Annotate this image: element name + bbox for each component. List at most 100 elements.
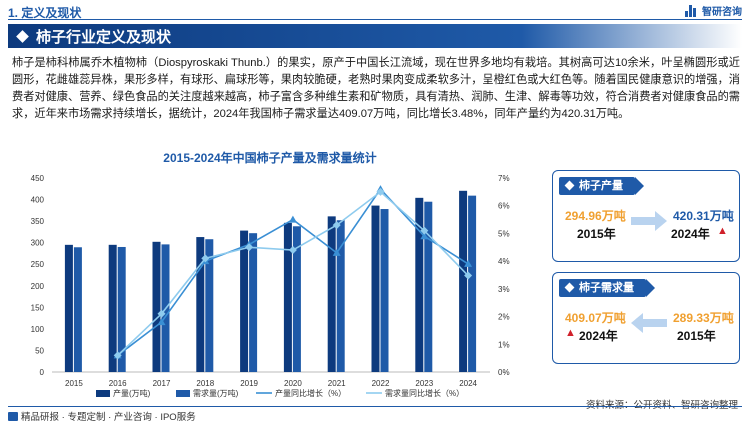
legend-label: 需求量同比增长（%） xyxy=(385,388,464,398)
y2-tick-label: 3% xyxy=(498,285,510,294)
section-label: 1. 定义及现状 xyxy=(8,6,82,20)
intro-paragraph: 柿子是柿科柿属乔木植物柿（Diospyroskaki Thunb.）的果实，原产… xyxy=(12,57,740,120)
y-tick-label: 50 xyxy=(35,346,44,355)
point-production-growth xyxy=(157,318,166,326)
point-demand-growth xyxy=(157,309,166,318)
y-tick-label: 350 xyxy=(31,217,45,226)
x-tick-label: 2017 xyxy=(153,379,171,388)
page-title: 柿子行业定义及现状 xyxy=(36,29,172,46)
y2-tick-label: 5% xyxy=(498,229,510,238)
x-tick-label: 2019 xyxy=(240,379,258,388)
legend-swatch xyxy=(176,390,190,397)
demand-to-value: 409.07万吨 xyxy=(565,311,626,325)
bar-production xyxy=(283,222,292,372)
y2-tick-label: 2% xyxy=(498,313,510,322)
footer: 精品研报 · 专题定制 · 产业咨询 · IPO服务 xyxy=(8,409,196,421)
footer-icon xyxy=(8,411,18,421)
chart-title: 2015-2024年中国柿子产量及需求量统计 xyxy=(163,151,377,165)
y-tick-label: 250 xyxy=(31,260,45,269)
point-demand-growth xyxy=(113,351,122,360)
diamond-icon xyxy=(16,30,29,43)
x-tick-label: 2023 xyxy=(415,379,433,388)
bar-demand xyxy=(117,246,126,372)
combo-chart: 0 50 100 150 200 250 300 350 400 450 0% 1% 2% 3% 4% 5% 6… xyxy=(31,174,510,398)
bar-production xyxy=(459,190,468,372)
bar-demand xyxy=(336,220,345,372)
top-bar: 1. 定义及现状 智研咨询 xyxy=(0,0,750,22)
bar-demand xyxy=(73,247,82,372)
point-production-growth xyxy=(464,259,473,267)
point-production-growth xyxy=(420,232,429,240)
y-tick-label: 200 xyxy=(31,282,45,291)
point-demand-growth xyxy=(245,243,254,252)
bottom-divider xyxy=(8,406,742,407)
bar-production xyxy=(240,230,249,372)
bar-demand xyxy=(205,239,214,372)
y2-tick-label: 0% xyxy=(498,368,510,377)
point-demand-growth xyxy=(201,254,210,263)
y-tick-label: 300 xyxy=(31,239,45,248)
x-tick-label: 2018 xyxy=(196,379,214,388)
trend-up-icon: ▲ xyxy=(565,327,576,339)
bar-demand xyxy=(380,209,389,372)
production-from-year: 2015年 xyxy=(577,227,616,241)
point-demand-growth xyxy=(332,221,341,230)
demand-card: 柿子需求量 409.07万吨 ▲ 2024年 289.33万吨 2015年 xyxy=(552,272,740,364)
trend-up-icon: ▲ xyxy=(717,225,728,237)
x-tick-label: 2021 xyxy=(328,379,346,388)
x-tick-label: 2015 xyxy=(65,379,83,388)
demand-from-value: 289.33万吨 xyxy=(673,311,734,325)
x-tick-label: 2016 xyxy=(109,379,127,388)
legend-label: 需求量(万吨) xyxy=(193,388,239,398)
production-card-title: 柿子产量 xyxy=(559,177,644,195)
point-demand-growth xyxy=(376,187,385,196)
x-tick-label: 2024 xyxy=(459,379,477,388)
logo-text: 智研咨询 xyxy=(702,7,742,18)
bar-production xyxy=(371,205,380,372)
production-to-value: 420.31万吨 xyxy=(673,209,734,223)
point-production-growth xyxy=(288,215,297,223)
legend-label: 产量同比增长（%） xyxy=(275,388,346,398)
point-demand-growth xyxy=(464,271,473,280)
production-from-value: 294.96万吨 xyxy=(565,209,626,223)
y-tick-label: 150 xyxy=(31,303,45,312)
logo-icon xyxy=(685,4,699,17)
bar-demand xyxy=(424,201,433,372)
bar-demand xyxy=(249,233,258,372)
arrow-left-icon xyxy=(631,313,667,333)
production-to-year: 2024年 xyxy=(671,227,710,241)
top-divider xyxy=(8,19,742,20)
arrow-right-icon xyxy=(631,211,667,231)
x-tick-label: 2022 xyxy=(372,379,390,388)
bar-production xyxy=(327,216,336,372)
legend-label: 产量(万吨) xyxy=(113,388,151,398)
y2-tick-label: 6% xyxy=(498,202,510,211)
x-tick-label: 2020 xyxy=(284,379,302,388)
y-tick-label: 100 xyxy=(31,325,45,334)
source-note: 资料来源：公开资料、智研咨询整理 xyxy=(586,397,738,411)
point-demand-growth xyxy=(420,226,429,235)
y2-tick-label: 4% xyxy=(498,257,510,266)
y2-tick-label: 7% xyxy=(498,174,510,183)
y-tick-label: 400 xyxy=(31,196,45,205)
demand-card-title: 柿子需求量 xyxy=(559,279,655,297)
demand-to-year: 2024年 xyxy=(579,329,618,343)
y-tick-label: 0 xyxy=(40,368,45,377)
bar-production xyxy=(64,244,73,372)
point-production-growth xyxy=(332,248,341,256)
bar-production xyxy=(108,244,117,372)
demand-from-year: 2015年 xyxy=(677,329,716,343)
y-tick-label: 450 xyxy=(31,174,45,183)
bar-demand xyxy=(292,226,301,372)
title-band: 柿子行业定义及现状 xyxy=(8,24,742,48)
y2-tick-label: 1% xyxy=(498,340,510,349)
legend-swatch xyxy=(96,390,110,397)
production-card: 柿子产量 294.96万吨 2015年 420.31万吨 2024年 ▲ xyxy=(552,170,740,262)
bar-production xyxy=(196,237,205,372)
point-demand-growth xyxy=(288,246,297,255)
footer-text: 精品研报 · 专题定制 · 产业咨询 · IPO服务 xyxy=(21,412,196,421)
bar-production xyxy=(152,241,161,372)
bar-production xyxy=(415,197,424,372)
brand-logo: 智研咨询 xyxy=(685,3,742,18)
bar-demand xyxy=(468,195,477,372)
